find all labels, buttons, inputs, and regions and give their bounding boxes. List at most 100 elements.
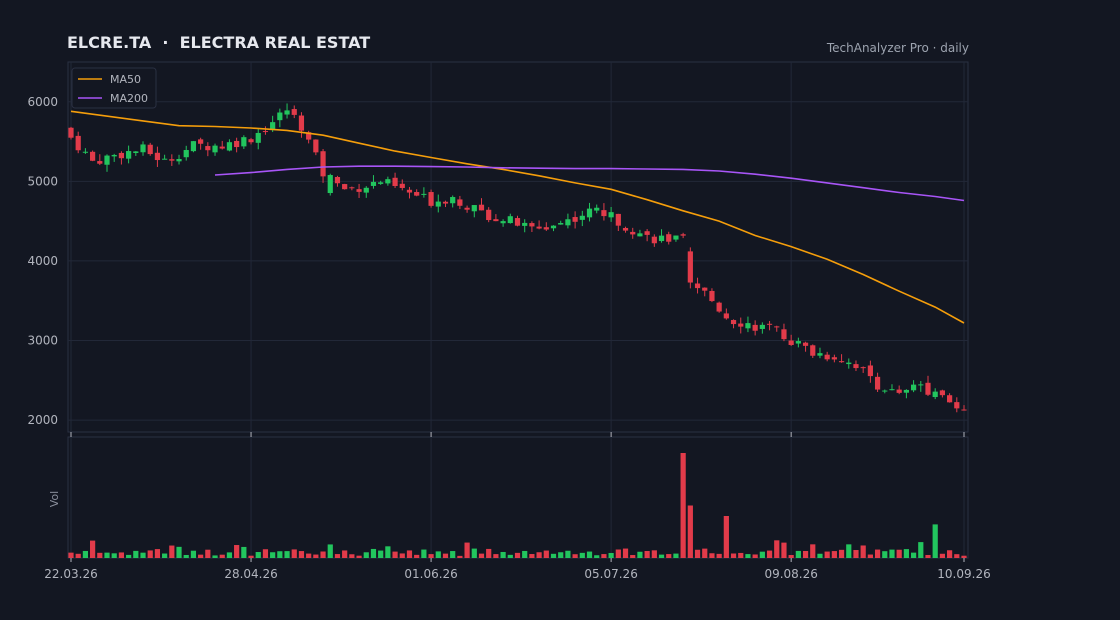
volume-bar <box>738 552 744 558</box>
volume-bar <box>543 550 549 558</box>
volume-bar <box>594 555 600 558</box>
volume-bar <box>435 551 441 558</box>
candle-body <box>550 225 557 229</box>
volume-bar <box>723 516 729 558</box>
candle-body <box>75 135 81 151</box>
candle-body <box>478 204 485 211</box>
volume-bar <box>867 554 873 558</box>
volume-bar <box>320 551 326 558</box>
volume-bar <box>954 554 960 558</box>
candle-body <box>889 389 895 391</box>
candle-body <box>716 302 722 312</box>
volume-bar <box>831 551 837 558</box>
volume-bar <box>75 553 81 558</box>
volume-bar <box>860 545 866 558</box>
volume-bar <box>212 555 218 558</box>
volume-bar <box>745 554 751 558</box>
volume-bar <box>234 545 240 558</box>
moving-average-lines <box>70 110 965 324</box>
price-tick-label: 2000 <box>27 413 58 427</box>
candle-body <box>709 290 715 302</box>
volume-bar <box>903 549 909 558</box>
candle-body <box>126 151 132 159</box>
candle-body <box>939 390 945 396</box>
volume-bar <box>529 554 535 558</box>
candle-body <box>298 115 305 131</box>
candle-body <box>133 151 139 153</box>
candle-body <box>255 132 261 143</box>
candle-body <box>622 227 629 231</box>
candle-body <box>471 205 477 212</box>
volume-bar <box>644 551 650 558</box>
candle-body <box>205 146 211 151</box>
volume-bars <box>68 453 967 558</box>
volume-bar <box>565 550 571 558</box>
candle-body <box>579 215 585 220</box>
grid <box>67 61 969 559</box>
candle-body <box>82 151 89 153</box>
volume-bar <box>673 553 679 558</box>
volume-bar <box>709 553 715 558</box>
candle-body <box>543 227 549 230</box>
candle-body <box>363 187 369 193</box>
candle-body <box>277 112 283 121</box>
candle-body <box>680 234 686 236</box>
candle-body <box>874 376 881 390</box>
candle-body <box>910 384 917 391</box>
volume-bar <box>219 554 225 558</box>
candle-body <box>226 142 233 151</box>
volume-bar <box>450 551 456 558</box>
candle-body <box>320 151 326 177</box>
volume-bar <box>291 549 297 558</box>
candle-body <box>522 222 528 226</box>
candle-body <box>867 365 873 377</box>
candle-body <box>500 221 506 224</box>
volume-bar <box>385 546 391 558</box>
volume-bar <box>630 555 636 558</box>
candle-body <box>464 207 470 210</box>
volume-bar <box>702 548 708 558</box>
candle-body <box>306 132 312 140</box>
volume-bar <box>522 550 528 558</box>
volume-bar <box>284 551 290 558</box>
candle-body <box>637 233 643 237</box>
volume-bar <box>471 548 477 558</box>
candle-body <box>370 181 377 186</box>
candle-body <box>118 152 125 159</box>
candle-body <box>594 207 600 211</box>
chart-title: ELCRE.TA · ELECTRA REAL ESTAT <box>67 33 370 52</box>
volume-bar <box>730 553 737 558</box>
volume-bar <box>428 554 434 558</box>
date-tick-label: 10.09.26 <box>937 567 990 581</box>
candle-body <box>932 391 938 398</box>
candle-body <box>284 110 290 115</box>
candle-body <box>486 209 492 221</box>
volume-bar <box>925 554 931 558</box>
candle-body <box>68 127 74 138</box>
ma50-line <box>70 110 965 324</box>
volume-bar <box>716 553 722 558</box>
volume-bar <box>918 542 924 558</box>
volume-bar <box>414 554 420 558</box>
axes: 2000 3000 4000 5000 6000 22.03.26 28.04.26 01.0… <box>27 95 990 581</box>
volume-bar <box>104 552 110 558</box>
candle-body <box>608 212 614 218</box>
volume-bar <box>550 553 557 558</box>
date-tick-label: 05.07.26 <box>584 567 637 581</box>
volume-bar <box>781 542 787 558</box>
volume-bar <box>169 545 175 558</box>
candle-body <box>702 287 708 291</box>
candle-body <box>896 389 902 393</box>
volume-bar <box>601 554 607 558</box>
volume-bar <box>162 553 168 558</box>
candle-body <box>183 150 189 158</box>
candle-body <box>766 323 773 325</box>
candles <box>68 103 967 413</box>
volume-bar <box>774 540 780 558</box>
volume-bar <box>637 551 643 558</box>
volume-bar <box>853 550 859 558</box>
candle-body <box>630 231 636 235</box>
candle-body <box>752 324 758 331</box>
volume-bar <box>190 550 197 558</box>
